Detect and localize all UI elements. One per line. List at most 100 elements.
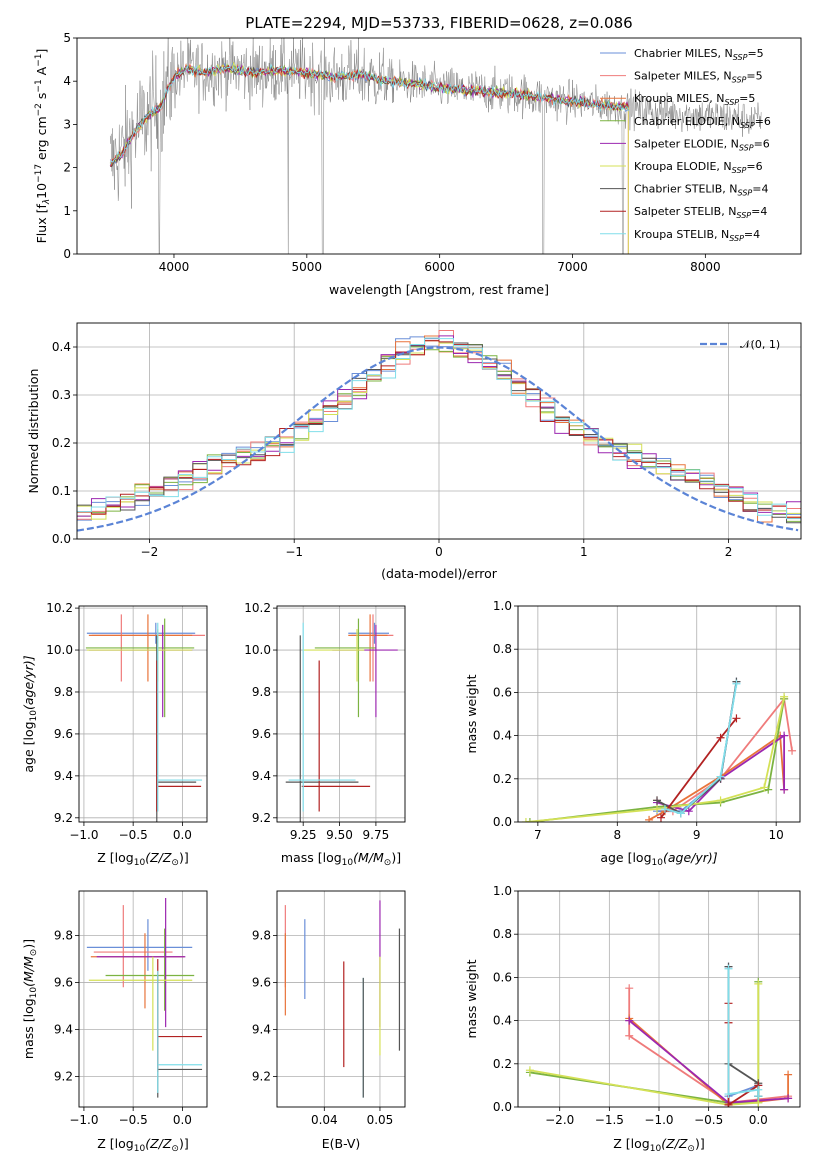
- weight-line: [529, 981, 760, 1104]
- spectrum-panel: 4000 5000 6000 7000 8000 0 1 2 3 4 5 PLATE=2294, MJ…: [34, 14, 802, 297]
- weight-marker: [645, 815, 654, 822]
- y-tick-label: 0.6: [493, 685, 512, 699]
- label-part: )]: [21, 939, 36, 949]
- error-point: [86, 622, 196, 644]
- weight-series: [660, 679, 741, 818]
- weight-series: [656, 714, 741, 822]
- label-part: ⊙: [29, 949, 39, 957]
- x-tick-label: −1.0: [69, 1113, 98, 1127]
- legend-item: Kroupa STELIB, NSSP=4: [600, 228, 760, 243]
- y-tick-label: 9.6: [54, 976, 73, 990]
- error-point: [86, 919, 193, 971]
- y-tick-label: 9.6: [252, 976, 271, 990]
- ticks: 4000 5000 6000 7000 8000 0 1 2 3 4 5: [63, 31, 720, 274]
- legend-suffix: =6: [755, 115, 771, 128]
- plot-area: [525, 962, 793, 1107]
- plot-area: [284, 900, 401, 1098]
- x-axis-label: wavelength [Angstrom, rest frame]: [329, 282, 549, 297]
- ticks: 0.04 0.05 9.2 9.4 9.6 9.8: [252, 929, 393, 1127]
- legend-name: Kroupa STELIB, N: [634, 228, 729, 241]
- label-part: )]: [391, 850, 401, 865]
- legend-suffix: =6: [754, 137, 770, 150]
- legend-sub: SSP: [732, 166, 747, 175]
- legend-suffix: =5: [746, 70, 762, 83]
- label-part: )]: [179, 850, 189, 865]
- observed-spectrum: [109, 38, 762, 254]
- legend-label: Kroupa STELIB, NSSP=4: [634, 228, 760, 243]
- error-point: [157, 622, 203, 812]
- legend-name: Chabrier MILES, N: [634, 47, 733, 60]
- label-part: ⊙: [171, 858, 179, 868]
- x-axis-label: mass [log10(M/M⊙)]: [281, 850, 401, 868]
- weight-series: [525, 979, 763, 1107]
- label-part: (Z/Z: [661, 1136, 688, 1151]
- weight-marker: [760, 783, 769, 792]
- x-tick-label: 0.04: [311, 1113, 338, 1127]
- label-part: ⊙: [687, 1144, 695, 1154]
- y-tick-label: 0.8: [493, 642, 512, 656]
- legend-label: Chabrier STELIB, NSSP=4: [634, 183, 768, 198]
- y-axis-label: Flux [fλ10−17 erg cm−2 s−1 A−1]: [34, 49, 52, 244]
- error-point: [301, 660, 371, 812]
- grid: [77, 323, 801, 540]
- x-tick-label: 6000: [424, 260, 455, 274]
- legend-suffix: =4: [752, 183, 768, 196]
- legend-item: Chabrier ELODIE, NSSP=6: [600, 115, 771, 130]
- label-part: ⊙: [384, 858, 392, 868]
- legend-sub: SSP: [732, 76, 747, 85]
- age_vs_mass-panel: 9.25 9.50 9.75 9.2 9.4 9.6 9.8 10.0 10.2 mass [lo…: [244, 601, 406, 868]
- legend-sub: SSP: [738, 189, 753, 198]
- label-part: λ: [42, 199, 52, 205]
- grid: [277, 606, 405, 822]
- axes-frame: [76, 322, 802, 540]
- error-point: [285, 635, 359, 822]
- weight-marker: [724, 1090, 733, 1099]
- y-tick-label: 9.4: [54, 769, 73, 783]
- x-tick-label: 1: [580, 545, 588, 559]
- weight-marker: [784, 1094, 793, 1103]
- legend-suffix: =4: [744, 228, 760, 241]
- label-part: age [log: [600, 850, 651, 865]
- error-point: [157, 970, 203, 1093]
- x-tick-label: 8: [613, 828, 621, 842]
- legend-label: Salpeter ELODIE, NSSP=6: [634, 137, 770, 152]
- y-tick-label: 3: [63, 117, 71, 131]
- weight-marker: [660, 805, 669, 814]
- error-point: [303, 629, 365, 682]
- y-tick-label: 9.2: [54, 811, 73, 825]
- axes-frame: [78, 890, 208, 1108]
- error-point: [348, 622, 389, 644]
- y-tick-label: 2: [63, 161, 71, 175]
- x-tick-label: −0.5: [119, 828, 148, 842]
- y-tick-label: 9.8: [54, 929, 73, 943]
- legend-suffix: =5: [747, 47, 763, 60]
- weight-line: [727, 966, 760, 1097]
- x-tick-label: 4000: [159, 260, 190, 274]
- x-tick-label: 10: [769, 828, 784, 842]
- y-tick-label: 0.3: [52, 388, 71, 402]
- y-axis-label: Normed distribution: [26, 369, 41, 494]
- model-spectrum-line: [110, 64, 629, 167]
- y-tick-label: 0.4: [52, 340, 71, 354]
- weight-marker: [676, 809, 685, 818]
- error-point: [332, 624, 398, 718]
- error-point: [86, 629, 193, 682]
- label-part: Z [log: [613, 1136, 649, 1151]
- label-part: age [log: [21, 721, 36, 772]
- label-part: 10: [29, 710, 39, 722]
- legend-label: Salpeter STELIB, NSSP=4: [634, 205, 767, 220]
- y-tick-label: 0.0: [52, 532, 71, 546]
- weight-marker: [732, 714, 741, 723]
- legend-label: Chabrier MILES, NSSP=5: [634, 47, 764, 62]
- x-axis-label: Z [log10(Z/Z⊙)]: [613, 1136, 704, 1154]
- weight-marker: [754, 979, 763, 988]
- error-point: [93, 905, 173, 988]
- x-tick-label: −1.0: [644, 1113, 673, 1127]
- x-axis-label: (data-model)/error: [381, 566, 498, 581]
- error-point: [314, 618, 376, 718]
- x-tick-label: 5000: [292, 260, 323, 274]
- weight-marker: [780, 731, 789, 740]
- weight-series: [525, 977, 763, 1107]
- legend-item: Salpeter ELODIE, NSSP=6: [600, 137, 770, 152]
